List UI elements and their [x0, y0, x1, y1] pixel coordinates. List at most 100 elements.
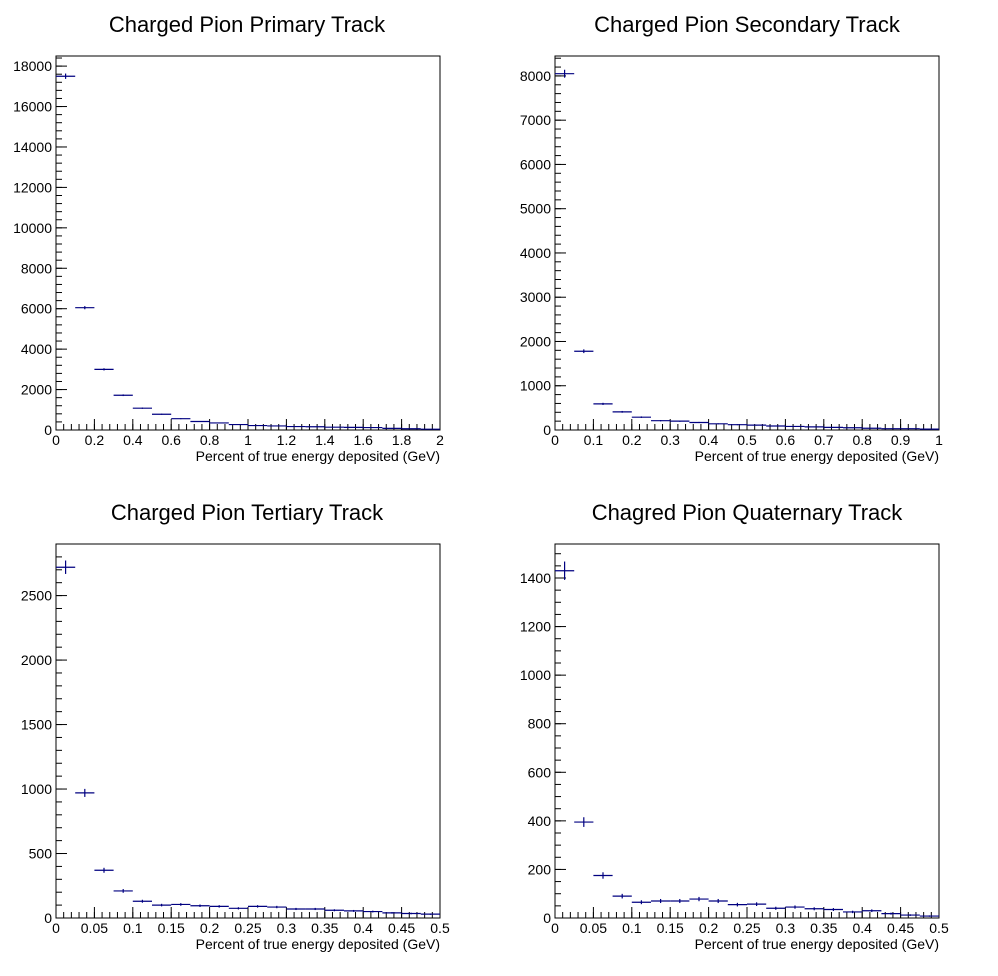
x-tick-label: 0.2 [699, 920, 719, 936]
y-tick-label: 8000 [520, 68, 551, 84]
y-tick-label: 1500 [21, 717, 52, 733]
x-tick-label: 1 [935, 432, 943, 448]
y-tick-label: 1400 [520, 570, 551, 586]
x-tick-label: 1 [244, 432, 252, 448]
data-point [228, 907, 248, 910]
y-tick-label: 1000 [21, 781, 52, 797]
data-point [689, 896, 709, 902]
x-tick-label: 0.05 [580, 920, 607, 936]
data-point [747, 902, 767, 906]
x-tick-label: 0.2 [622, 432, 642, 448]
plot-frame [554, 55, 940, 431]
x-tick-label: 0.3 [660, 432, 680, 448]
x-tick-label: 0.05 [81, 920, 108, 936]
data-point [209, 905, 229, 908]
data-point [862, 427, 882, 429]
data-point [651, 898, 671, 904]
x-tick-label: 0.25 [234, 920, 261, 936]
data-point [132, 407, 152, 409]
data-point [267, 905, 287, 909]
x-tick-label: 0 [52, 432, 60, 448]
data-point [900, 914, 920, 916]
chart-title: Charged Pion Primary Track [109, 12, 386, 37]
x-tick-label: 0.2 [200, 920, 220, 936]
y-tick-label: 800 [528, 716, 552, 732]
data-point [823, 426, 843, 428]
data-point [785, 425, 805, 428]
data-point [862, 909, 882, 913]
data-point [94, 867, 114, 873]
y-tick-label: 600 [528, 764, 552, 780]
panel-2: Charged Pion Secondary Track 0 0.1 0.2 0.3 0.… [520, 12, 943, 464]
x-tick-label: 0.4 [123, 432, 143, 448]
y-tick-label: 16000 [13, 99, 52, 115]
x-tick-label: 1.8 [392, 432, 412, 448]
y-tick-label: 4000 [21, 341, 52, 357]
x-tick-label: 0.6 [776, 432, 796, 448]
x-tick-label: 0.3 [277, 920, 297, 936]
x-tick-label: 0.45 [388, 920, 415, 936]
y-tick-label: 8000 [21, 260, 52, 276]
data-point [612, 893, 632, 899]
x-tick-label: 1.4 [315, 432, 335, 448]
data-point [593, 872, 613, 879]
y-tick-label: 7000 [520, 112, 551, 128]
panel-1: Charged Pion Primary Track 0 0.2 0.4 0.6 0.8 1… [13, 12, 444, 464]
data-point [555, 69, 575, 78]
y-tick-label: 6000 [520, 156, 551, 172]
data-point [574, 349, 594, 354]
data-point [881, 912, 901, 915]
panel-3: Charged Pion Tertiary Track 0 0.05 0.1 0.15 0… [21, 500, 450, 952]
data-point [804, 426, 824, 428]
y-tick-label: 2000 [520, 333, 551, 349]
y-tick-label: 10000 [13, 220, 52, 236]
data-point [305, 426, 325, 428]
x-tick-label: 0.4 [699, 432, 719, 448]
y-tick-label: 4000 [520, 245, 551, 261]
x-tick-label: 0.2 [85, 432, 105, 448]
x-tick-label: 0 [551, 920, 559, 936]
x-tick-label: 0.1 [123, 920, 143, 936]
x-tick-label: 0.25 [733, 920, 760, 936]
x-tick-label: 0.1 [584, 432, 604, 448]
x-axis-label: Percent of true energy deposited (GeV) [695, 936, 939, 952]
data-point [382, 912, 402, 914]
data-point [171, 418, 191, 420]
data-point [631, 416, 651, 418]
data-point [75, 306, 95, 310]
data-point [248, 424, 268, 427]
x-tick-label: 1.2 [277, 432, 297, 448]
y-tick-label: 1000 [520, 667, 551, 683]
x-tick-label: 0.8 [852, 432, 872, 448]
data-point [689, 421, 709, 424]
data-point [766, 906, 786, 910]
x-tick-label: 1.6 [353, 432, 373, 448]
panel-4: Chagred Pion Quaternary Track 0 0.05 0.1 0.1… [520, 500, 949, 952]
x-tick-label: 0.45 [887, 920, 914, 936]
x-tick-label: 0.4 [353, 920, 373, 936]
x-axis-label: Percent of true energy deposited (GeV) [695, 448, 939, 464]
data-point [75, 788, 95, 797]
data-point [344, 909, 364, 912]
y-tick-label: 2000 [21, 382, 52, 398]
data-point [190, 420, 210, 423]
data-point [420, 913, 440, 915]
chart-title: Charged Pion Secondary Track [594, 12, 901, 37]
x-tick-label: 0.1 [622, 920, 642, 936]
data-point [305, 907, 325, 911]
data-point [94, 368, 114, 371]
y-tick-label: 6000 [21, 301, 52, 317]
y-tick-label: 0 [543, 910, 551, 926]
data-point [56, 560, 76, 574]
data-point [843, 910, 863, 914]
data-point [670, 898, 690, 904]
x-tick-label: 0.6 [161, 432, 181, 448]
data-point [919, 915, 939, 917]
y-tick-label: 0 [44, 910, 52, 926]
x-tick-label: 0.15 [158, 920, 185, 936]
x-tick-label: 0 [52, 920, 60, 936]
data-point [708, 898, 728, 904]
x-tick-label: 0.7 [814, 432, 834, 448]
data-point [708, 423, 728, 425]
data-point [785, 905, 805, 909]
